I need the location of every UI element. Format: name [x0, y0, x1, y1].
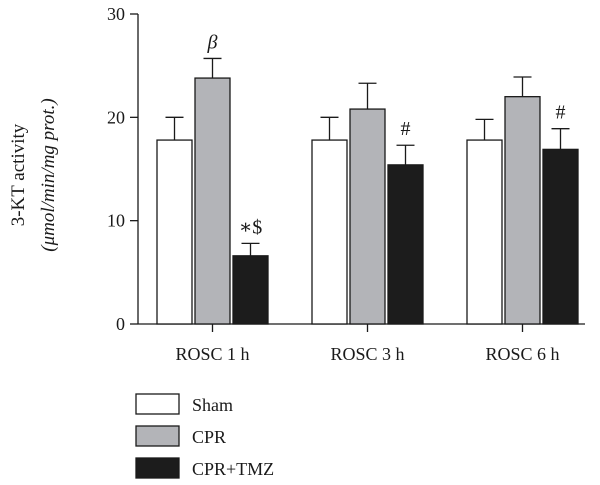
- y-tick-label: 30: [107, 4, 125, 24]
- x-tick-label: ROSC 6 h: [485, 344, 559, 364]
- bar: [156, 139, 193, 325]
- bar: [387, 164, 424, 325]
- bar: [311, 139, 348, 325]
- y-axis-title-line1: 3-KT activity: [8, 123, 29, 226]
- x-tick-label: ROSC 1 h: [175, 344, 249, 364]
- significance-marker: β: [207, 31, 218, 53]
- significance-marker: ∗$: [239, 216, 263, 238]
- significance-marker: #: [556, 102, 566, 124]
- y-axis-title-line2: (μmol/min/mg prot.): [38, 98, 59, 251]
- y-axis-title: 3-KT activity (μmol/min/mg prot.): [8, 98, 59, 251]
- legend-label: CPR: [192, 427, 226, 447]
- bar: [542, 148, 579, 325]
- bar: [349, 108, 386, 325]
- y-tick-label: 20: [107, 107, 125, 127]
- legend-swatch: [135, 393, 180, 415]
- bar: [194, 77, 231, 325]
- bar: [504, 96, 541, 325]
- legend-label: Sham: [192, 395, 233, 415]
- bars: β ∗$ # #: [156, 31, 579, 325]
- significance-marker: #: [401, 118, 411, 140]
- legend-label: CPR+TMZ: [192, 459, 274, 479]
- bar: [232, 255, 269, 325]
- x-tick-label: ROSC 3 h: [330, 344, 404, 364]
- y-tick-label: 10: [107, 211, 125, 231]
- legend-swatch: [135, 425, 180, 447]
- y-tick-label: 0: [116, 314, 125, 334]
- bar: [466, 139, 503, 325]
- legend: Sham CPR CPR+TMZ: [135, 393, 274, 479]
- legend-swatch: [135, 457, 180, 479]
